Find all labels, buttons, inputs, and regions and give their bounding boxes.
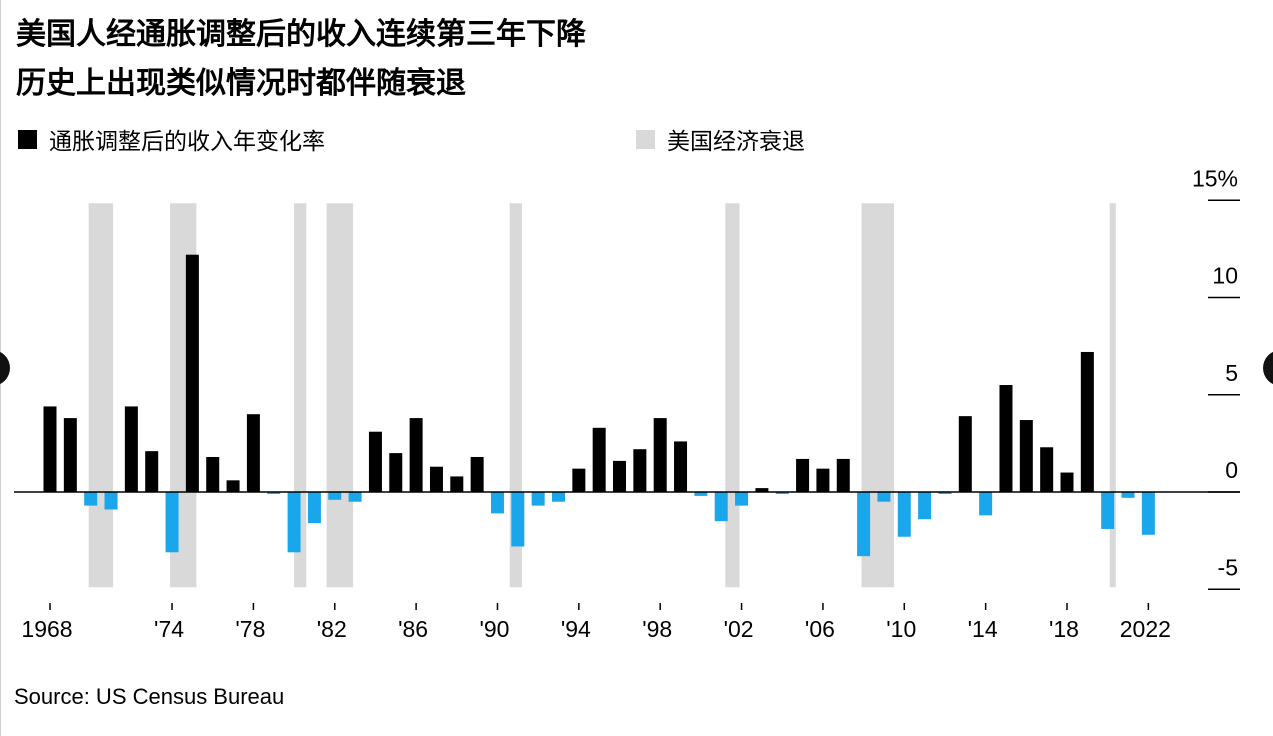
- bar-1996: [613, 460, 627, 492]
- recession-band: [725, 203, 740, 588]
- bar-2011: [918, 492, 932, 520]
- bar-2021: [1121, 492, 1135, 498]
- recession-band: [88, 203, 114, 588]
- bar-1993: [552, 492, 565, 502]
- bar-2013: [958, 416, 972, 492]
- carousel-next-button[interactable]: [1263, 350, 1273, 386]
- bar-1997: [633, 449, 647, 492]
- bar-1982: [328, 492, 342, 500]
- bar-1990: [490, 492, 504, 514]
- bar-1973: [145, 451, 159, 492]
- chart-title: 美国人经通胀调整后的收入连续第三年下降: [16, 17, 586, 52]
- y-tick-label: 15%: [1192, 165, 1238, 191]
- bar-2019: [1080, 351, 1094, 492]
- bar-2009: [877, 492, 891, 502]
- bar-1983: [348, 492, 362, 502]
- x-tick-label: '14: [968, 616, 998, 642]
- bar-2017: [1040, 447, 1054, 492]
- bar-1977: [226, 480, 240, 492]
- bar-1991: [511, 492, 525, 547]
- bar-2007: [836, 458, 850, 492]
- y-tick-label: 5: [1225, 360, 1238, 386]
- bar-1989: [470, 456, 484, 492]
- bar-1986: [409, 418, 423, 492]
- x-tick-label: '02: [724, 616, 754, 642]
- bar-2014: [979, 492, 993, 516]
- bar-2010: [897, 492, 911, 537]
- bar-1995: [592, 427, 606, 492]
- bar-1992: [531, 492, 545, 506]
- bar-1975: [185, 254, 199, 492]
- recession-band: [326, 203, 354, 588]
- legend-recession-label: 美国经济衰退: [667, 129, 805, 155]
- bar-1988: [450, 476, 464, 492]
- bar-2000: [694, 492, 708, 496]
- x-tick-label: '94: [561, 616, 591, 642]
- bar-1972: [124, 406, 138, 492]
- bar-1970: [84, 492, 98, 506]
- bar-1979: [267, 492, 281, 494]
- x-tick-label: '98: [642, 616, 672, 642]
- x-tick-label: '74: [154, 616, 184, 642]
- bar-1994: [572, 468, 586, 492]
- bar-1985: [389, 453, 403, 492]
- x-tick-label: 1968: [21, 616, 72, 642]
- bar-1978: [246, 414, 260, 492]
- x-tick-label: '18: [1049, 616, 1079, 642]
- y-tick-label: -5: [1218, 554, 1238, 580]
- bar-1969: [63, 418, 77, 492]
- bar-2004: [775, 492, 789, 494]
- bar-1971: [104, 492, 118, 510]
- bar-series: [43, 254, 1155, 557]
- x-tick-label: '86: [398, 616, 428, 642]
- bar-1999: [674, 441, 688, 492]
- bar-1981: [307, 492, 321, 524]
- bar-1984: [368, 431, 382, 492]
- bar-1998: [653, 418, 667, 492]
- x-tick-label: '82: [317, 616, 347, 642]
- x-tick-label: '06: [805, 616, 835, 642]
- x-tick-label: 2022: [1120, 616, 1171, 642]
- bar-1980: [287, 492, 301, 553]
- bar-2016: [1019, 420, 1033, 492]
- chart-subtitle: 历史上出现类似情况时都伴随衰退: [16, 66, 466, 101]
- bar-2002: [735, 492, 749, 506]
- legend-income-label: 通胀调整后的收入年变化率: [49, 129, 325, 155]
- source-note: Source: US Census Bureau: [14, 684, 285, 709]
- y-tick-label: 10: [1212, 263, 1238, 289]
- recession-band: [1109, 203, 1116, 588]
- axes: 15% 10 5 0 -5 1968 '74 '78 '82 '86 '90 '94 '98 '02 '06…: [14, 165, 1240, 642]
- bar-1974: [165, 492, 179, 553]
- legend-recession-swatch: [636, 129, 655, 149]
- bar-2012: [938, 492, 952, 494]
- bar-2015: [999, 385, 1013, 492]
- bar-2006: [816, 468, 830, 492]
- legend-recession: 美国经济衰退: [636, 123, 805, 155]
- bar-2022: [1141, 492, 1155, 535]
- bar-2005: [796, 458, 810, 492]
- y-tick-label: 0: [1225, 457, 1238, 483]
- x-tick-label: '10: [886, 616, 916, 642]
- bar-2018: [1060, 472, 1074, 492]
- bar-2008: [857, 492, 871, 557]
- bar-2003: [755, 488, 769, 492]
- bar-1987: [429, 466, 443, 492]
- bar-2020: [1101, 492, 1115, 529]
- carousel-prev-button[interactable]: [0, 350, 10, 386]
- bar-1968: [43, 406, 57, 492]
- bar-2001: [714, 492, 728, 522]
- bar-1976: [206, 456, 220, 492]
- x-tick-label: '78: [235, 616, 265, 642]
- legend-income-swatch: [18, 129, 37, 149]
- legend-income: 通胀调整后的收入年变化率: [18, 123, 325, 155]
- x-tick-label: '90: [479, 616, 509, 642]
- recession-bands: [88, 203, 1116, 588]
